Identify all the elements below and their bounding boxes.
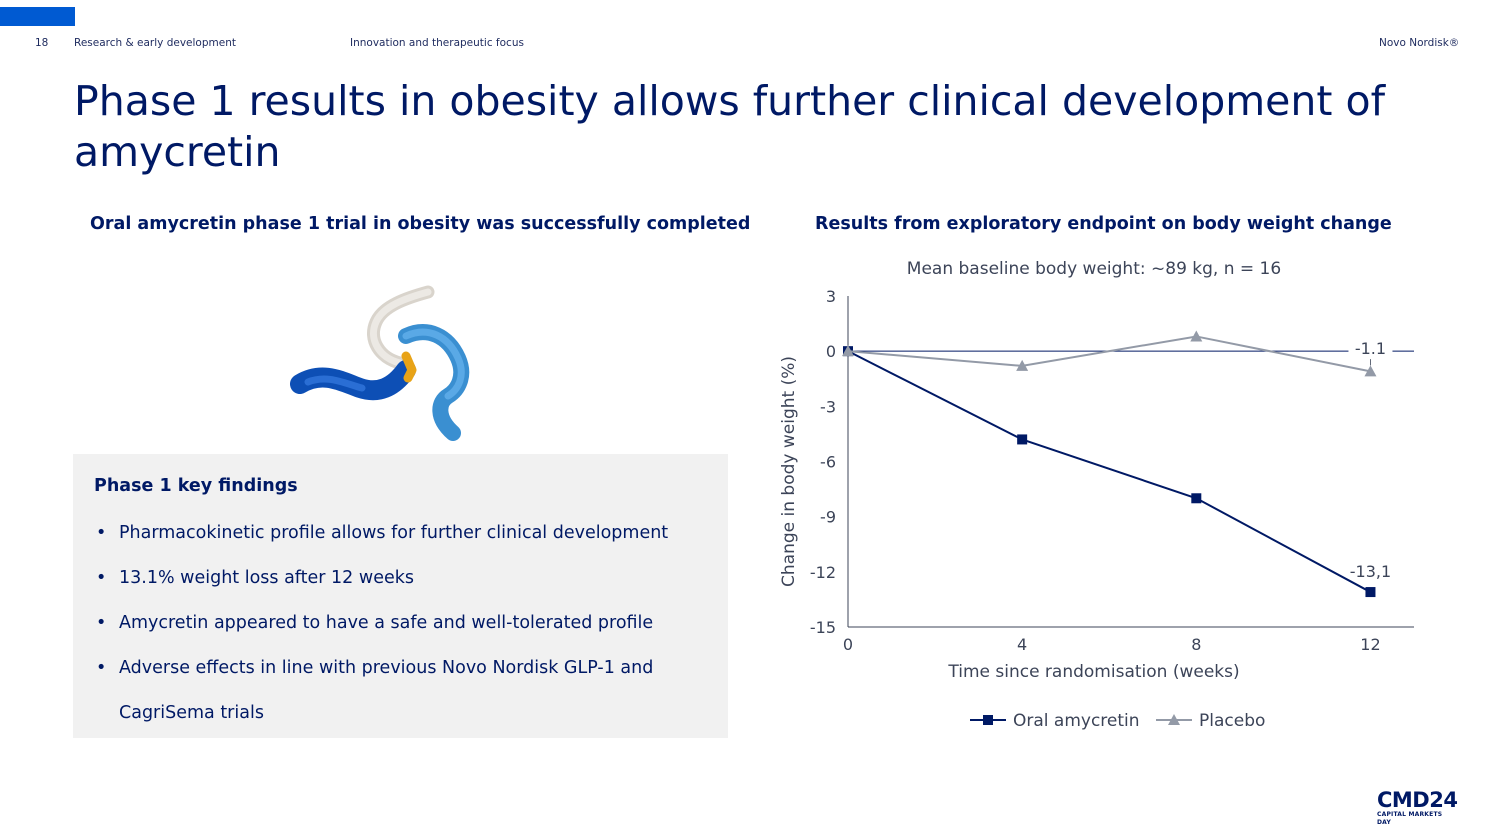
y-tick-label: -6 [820, 453, 836, 472]
data-point [1364, 365, 1377, 377]
x-tick-label: 4 [1017, 635, 1027, 654]
data-label: -1.1 [1355, 339, 1386, 358]
finding-item: • Amycretin appeared to have a safe and w… [96, 613, 654, 633]
y-axis-label: Change in body weight (%) [779, 356, 799, 587]
legend-label: Placebo [1199, 711, 1265, 731]
data-point [842, 345, 854, 357]
left-subtitle: Oral amycretin phase 1 trial in obesity … [90, 214, 751, 234]
page-title: Phase 1 results in obesity allows furthe… [74, 77, 1385, 176]
legend-marker [983, 715, 993, 725]
data-point [1017, 434, 1028, 445]
brand-label: Novo Nordisk® [1379, 37, 1460, 49]
y-tick-label: -3 [820, 397, 836, 416]
y-tick-label: -15 [810, 618, 836, 637]
chart-title: Mean baseline body weight: ~89 kg, n = 1… [907, 259, 1281, 279]
series-line-oral-amycretin [847, 350, 1371, 593]
amycretin-molecule-image [290, 285, 470, 441]
legend-marker [1168, 714, 1180, 725]
data-point [1016, 359, 1029, 371]
finding-item: • 13.1% weight loss after 12 weeks [96, 568, 414, 588]
y-tick-label: 3 [826, 287, 836, 306]
findings-title: Phase 1 key findings [94, 476, 298, 496]
topic-label: Innovation and therapeutic focus [350, 37, 524, 49]
y-tick-label: 0 [826, 342, 836, 361]
data-point [1365, 587, 1376, 598]
series-line-placebo [847, 335, 1371, 373]
logo-sub: CAPITAL MARKETS DAY [1377, 811, 1443, 826]
finding-text: 13.1% weight loss after 12 weeks [119, 568, 414, 588]
cmd24-logo: CMD24 CAPITAL MARKETS DAY [1377, 788, 1458, 827]
right-subtitle: Results from exploratory endpoint on bod… [815, 214, 1392, 234]
data-label-bg [1348, 339, 1393, 362]
findings-list: • Pharmacokinetic profile allows for furt… [94, 511, 699, 736]
weight-change-chart: Mean baseline body weight: ~89 kg, n = 1… [779, 259, 1414, 731]
finding-item: • Adverse effects in line with previous N… [96, 658, 654, 723]
key-findings-box: Phase 1 key findings • Pharmacokinetic pr… [73, 454, 728, 738]
section-label: Research & early development [74, 37, 236, 49]
x-tick-label: 8 [1191, 635, 1201, 654]
x-tick-label: 12 [1360, 635, 1380, 654]
finding-text: Pharmacokinetic profile allows for furth… [119, 523, 669, 543]
finding-text: Amycretin appeared to have a safe and we… [119, 613, 654, 633]
accent-bar [0, 7, 75, 26]
finding-text: Adverse effects in line with previous No… [119, 658, 654, 723]
x-tick-label: 0 [843, 635, 853, 654]
y-tick-label: -9 [820, 508, 836, 527]
logo-main: CMD24 [1377, 788, 1458, 812]
y-tick-label: -12 [810, 563, 836, 582]
legend-label: Oral amycretin [1013, 711, 1140, 731]
page-number: 18 [35, 37, 49, 49]
data-point [1190, 330, 1203, 342]
data-label: -13,1 [1350, 562, 1391, 581]
data-point [1191, 493, 1202, 504]
x-axis-label: Time since randomisation (weeks) [947, 662, 1239, 682]
finding-item: • Pharmacokinetic profile allows for furt… [96, 523, 669, 543]
